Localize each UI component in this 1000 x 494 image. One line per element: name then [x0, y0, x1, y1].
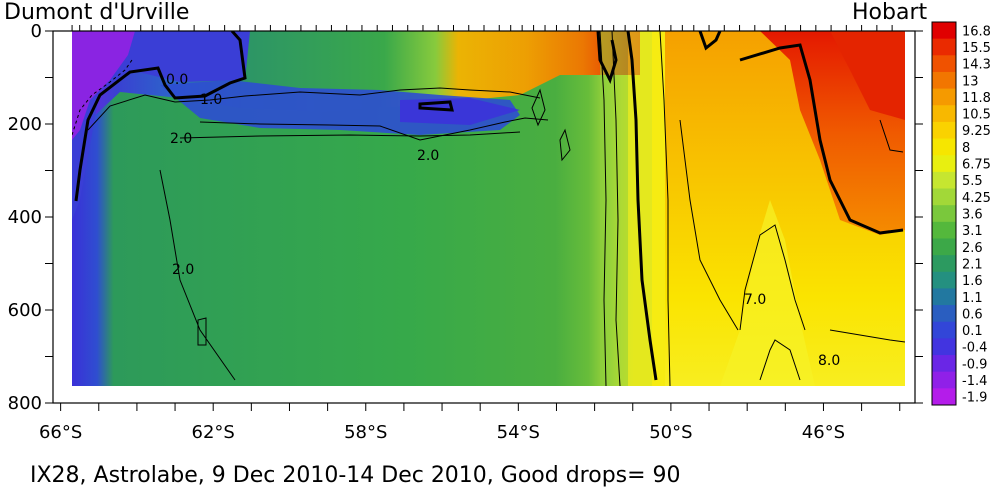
x-tick-label: 62°S — [192, 422, 235, 443]
colorbar-swatch — [932, 205, 956, 223]
contour-label: 2.0 — [417, 148, 439, 164]
colorbar-label: -0.4 — [962, 341, 987, 356]
colorbar-label: -1.9 — [962, 391, 987, 406]
colorbar-swatch — [932, 55, 956, 73]
colorbar-label: 10.5 — [962, 108, 991, 123]
station-tick-marks — [71, 25, 893, 31]
contour-labels: 0.0 1.0 2.0 2.0 2.0 7.0 8.0 — [166, 72, 840, 369]
colorbar-swatch — [932, 255, 956, 273]
colorbar-swatch — [932, 121, 956, 140]
y-tick-label: 0 — [31, 21, 42, 42]
colorbar-label: 11.8 — [962, 91, 991, 106]
colorbar-swatch — [932, 221, 956, 239]
colorbar-swatch — [932, 355, 956, 373]
contour-label: 2.0 — [170, 131, 192, 147]
colorbar-label: 9.25 — [962, 124, 991, 139]
colorbar-frame — [931, 21, 957, 406]
colorbar-label: 15.5 — [962, 41, 991, 56]
x-tick-label: 66°S — [39, 422, 82, 443]
x-tick-label: 54°S — [497, 422, 540, 443]
colorbar-label: 8 — [962, 141, 970, 156]
colorbar-label: 13 — [962, 74, 979, 89]
right-station-label: Hobart — [852, 0, 927, 25]
y-axis: 0 200 400 600 800 — [8, 21, 923, 414]
colorbar-swatch — [932, 271, 956, 289]
y-tick-label: 400 — [8, 207, 42, 228]
colorbar: 16.8 15.5 14.313 11.8 10.59.25 8 6.755.5 4.25 3.… — [931, 21, 991, 406]
colorbar-swatch — [932, 71, 956, 90]
colorbar-label: 3.6 — [962, 208, 983, 223]
contour-label: 1.0 — [200, 92, 222, 108]
colorbar-swatch — [932, 22, 956, 40]
isotherm-contours — [72, 31, 905, 386]
contour-label: 0.0 — [166, 72, 188, 88]
colorbar-swatch — [932, 155, 956, 173]
colorbar-swatch — [932, 338, 956, 356]
x-tick-label: 46°S — [802, 422, 845, 443]
colorbar-swatch — [932, 388, 956, 406]
colorbar-label: 5.5 — [962, 174, 983, 189]
left-station-label: Dumont d'Urville — [4, 0, 189, 25]
contour-label: 2.0 — [172, 262, 194, 278]
colorbar-label: 2.6 — [962, 241, 983, 256]
colorbar-swatch — [932, 371, 956, 389]
colorbar-label: 0.1 — [962, 324, 983, 339]
y-tick-label: 200 — [8, 114, 42, 135]
colorbar-label: 14.3 — [962, 58, 991, 73]
colorbar-label: 16.8 — [962, 24, 991, 39]
colorbar-swatch — [932, 38, 956, 56]
colorbar-swatch — [932, 188, 956, 206]
figure-caption: IX28, Astrolabe, 9 Dec 2010-14 Dec 2010,… — [30, 463, 681, 488]
x-axis: 66°S 62°S 58°S 54°S 50°S 46°S — [39, 403, 901, 443]
colorbar-label: 3.1 — [962, 224, 983, 239]
colorbar-swatch — [932, 88, 956, 106]
colorbar-label: 1.1 — [962, 291, 983, 306]
colorbar-label: 1.6 — [962, 274, 983, 289]
y-tick-label: 800 — [8, 393, 42, 414]
colorbar-swatch — [932, 171, 956, 190]
section-field — [72, 31, 905, 386]
colorbar-label: -1.4 — [962, 374, 987, 389]
colorbar-swatch — [932, 138, 956, 156]
x-tick-label: 58°S — [344, 422, 387, 443]
colorbar-swatch — [932, 288, 956, 306]
colorbar-label: 2.1 — [962, 257, 983, 272]
colorbar-swatch — [932, 321, 956, 339]
contour-label: 7.0 — [744, 292, 766, 308]
colorbar-label: 4.25 — [962, 191, 991, 206]
x-tick-label: 50°S — [649, 422, 692, 443]
y-tick-label: 600 — [8, 300, 42, 321]
colorbar-label: 0.6 — [962, 307, 983, 322]
colorbar-label: 6.75 — [962, 158, 991, 173]
colorbar-swatch — [932, 305, 956, 323]
contour-label: 8.0 — [818, 353, 840, 369]
colorbar-label: -0.9 — [962, 357, 987, 372]
colorbar-swatch — [932, 238, 956, 256]
colorbar-swatch — [932, 105, 956, 123]
